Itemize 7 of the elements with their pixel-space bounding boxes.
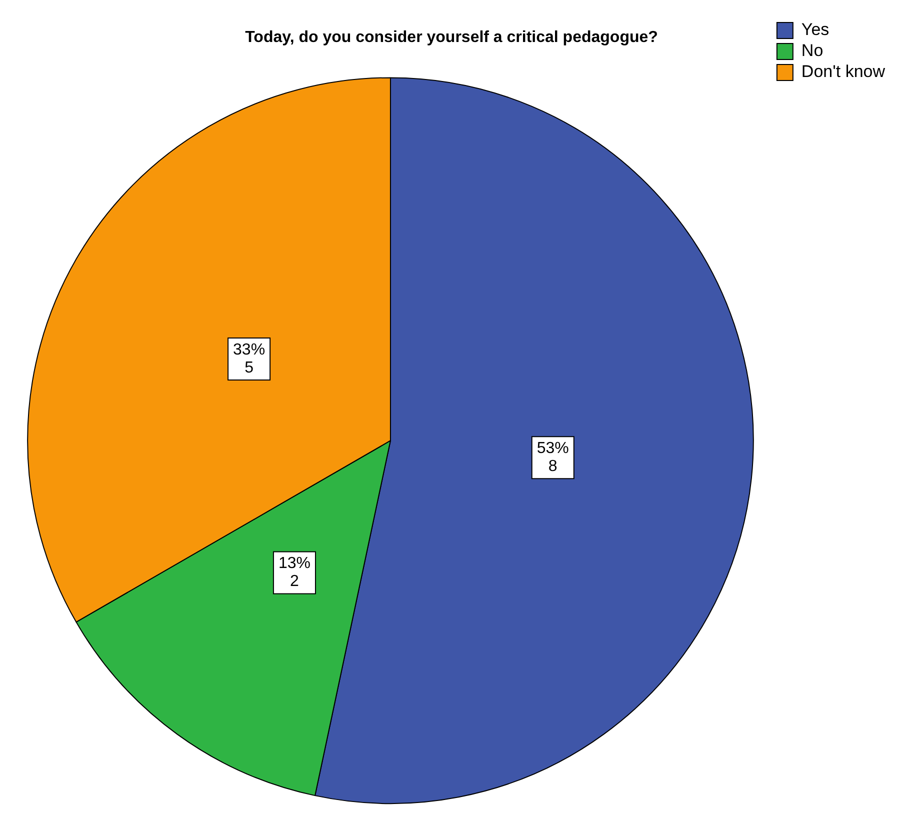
data-label: 13% 2	[278, 555, 310, 590]
chart-title: Today, do you consider yourself a critical pedagogue?	[245, 29, 658, 46]
data-label: 33% 5	[233, 341, 266, 376]
legend-label: Yes	[801, 20, 830, 40]
data-label: 53% 8	[536, 440, 569, 476]
legend-label: Don't know	[801, 62, 886, 82]
legend-label: No	[801, 41, 824, 60]
